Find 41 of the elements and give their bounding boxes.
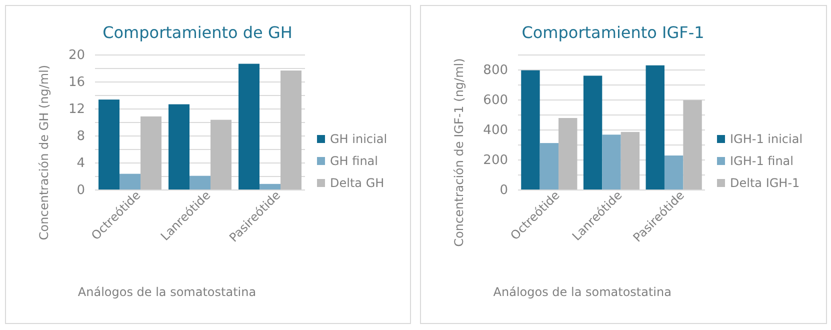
- bar: [664, 156, 684, 190]
- y-tick-label: 400: [483, 123, 508, 138]
- bar: [540, 143, 559, 190]
- y-tick-label: 800: [483, 63, 508, 78]
- legend-label: Delta GH: [330, 176, 384, 190]
- y-tick-label: 200: [483, 153, 508, 168]
- y-tick-label: 600: [483, 93, 508, 108]
- bar: [210, 120, 232, 190]
- bar: [260, 184, 280, 190]
- chart-title: Comportamiento IGF-1: [522, 23, 704, 42]
- legend-label: Delta IGH-1: [730, 176, 800, 190]
- bar: [646, 65, 664, 190]
- chart-title: Comportamiento de GH: [102, 23, 292, 42]
- bar: [168, 104, 190, 190]
- y-tick-label: 12: [68, 102, 85, 118]
- bar: [683, 100, 702, 190]
- x-axis-title: Análogos de la somatostatina: [78, 285, 256, 299]
- bar: [140, 116, 162, 190]
- y-tick-label: 4: [76, 156, 85, 172]
- bar: [602, 134, 621, 190]
- bar: [190, 176, 210, 190]
- bar: [620, 132, 640, 190]
- bar: [120, 174, 140, 190]
- y-tick-label: 20: [68, 48, 85, 64]
- y-axis-title: Concentración de IGF-1 (ng/ml): [452, 58, 466, 247]
- bar: [583, 76, 602, 190]
- legend-label: GH inicial: [330, 132, 388, 146]
- legend-label: IGH-1 inicial: [730, 132, 803, 146]
- y-axis-title: Concentración de GH (ng/ml): [37, 64, 51, 240]
- bar: [558, 118, 578, 190]
- bar: [280, 70, 302, 190]
- bar: [238, 64, 260, 190]
- y-tick-label: 16: [68, 75, 85, 90]
- bar: [521, 70, 540, 190]
- x-axis-title: Análogos de la somatostatina: [493, 285, 672, 299]
- y-tick-label: 0: [76, 183, 85, 198]
- legend-label: IGH-1 final: [730, 154, 794, 168]
- bar: [98, 100, 120, 190]
- legend-label: GH final: [330, 154, 378, 168]
- y-tick-label: 0: [500, 183, 508, 198]
- y-tick-label: 8: [76, 129, 85, 144]
